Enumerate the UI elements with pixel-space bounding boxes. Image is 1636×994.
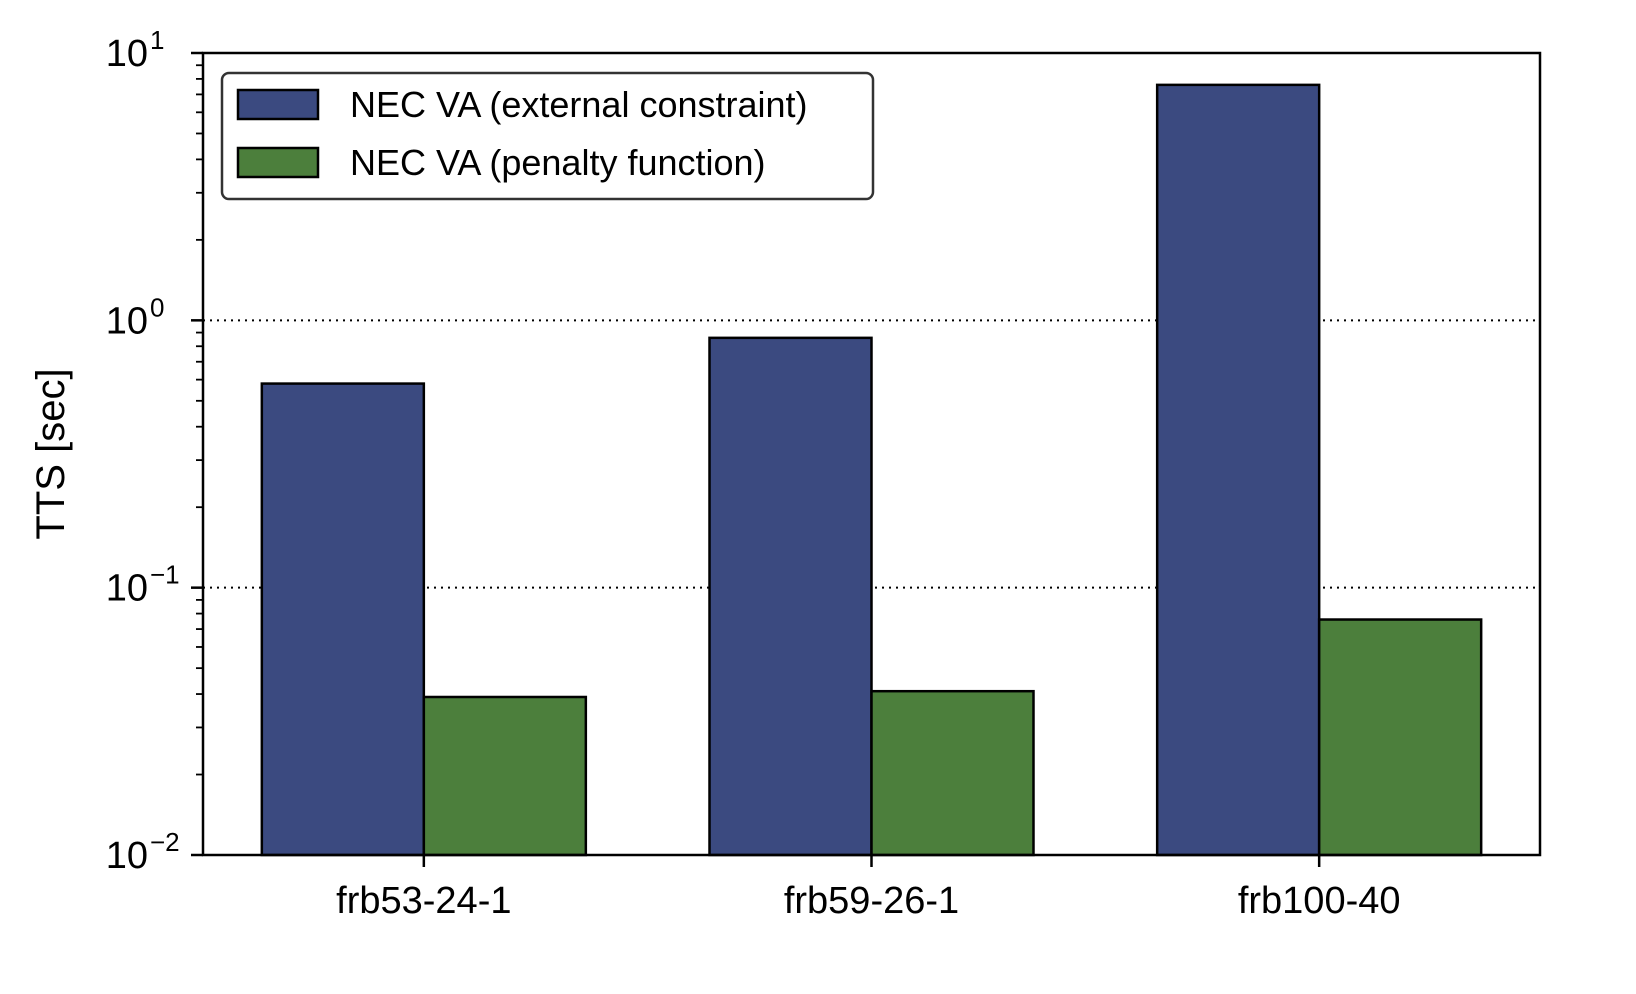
bars [260, 83, 1483, 857]
legend-label: NEC VA (external constraint) [350, 84, 808, 125]
y-tick-exponent: 1 [150, 25, 164, 55]
bar [260, 382, 426, 857]
legend-swatch [236, 146, 320, 179]
y-tick-label: 10 [106, 835, 148, 877]
bar [1155, 83, 1321, 857]
legend-box [220, 71, 875, 201]
y-axis-label: TTS [sec] [29, 368, 73, 539]
x-tick-label: frb100-40 [1238, 880, 1401, 922]
y-tick-label: 10 [106, 568, 148, 610]
y-tick-label: 10 [106, 33, 148, 75]
legend-swatch [236, 88, 320, 121]
x-tick-label: frb53-24-1 [336, 880, 511, 922]
bar [708, 336, 873, 857]
bar [422, 695, 588, 857]
legend: NEC VA (external constraint) NEC VA (pena… [220, 71, 875, 201]
y-tick-label: 10 [106, 300, 148, 342]
bar [1317, 618, 1483, 857]
axis-ticks [191, 51, 1321, 867]
y-tick-exponent: −2 [150, 827, 180, 857]
y-tick-exponent: 0 [150, 292, 164, 322]
legend-label: NEC VA (penalty function) [350, 142, 766, 183]
x-tick-label: frb59-26-1 [784, 880, 959, 922]
bar [870, 689, 1035, 857]
y-tick-exponent: −1 [150, 560, 180, 590]
